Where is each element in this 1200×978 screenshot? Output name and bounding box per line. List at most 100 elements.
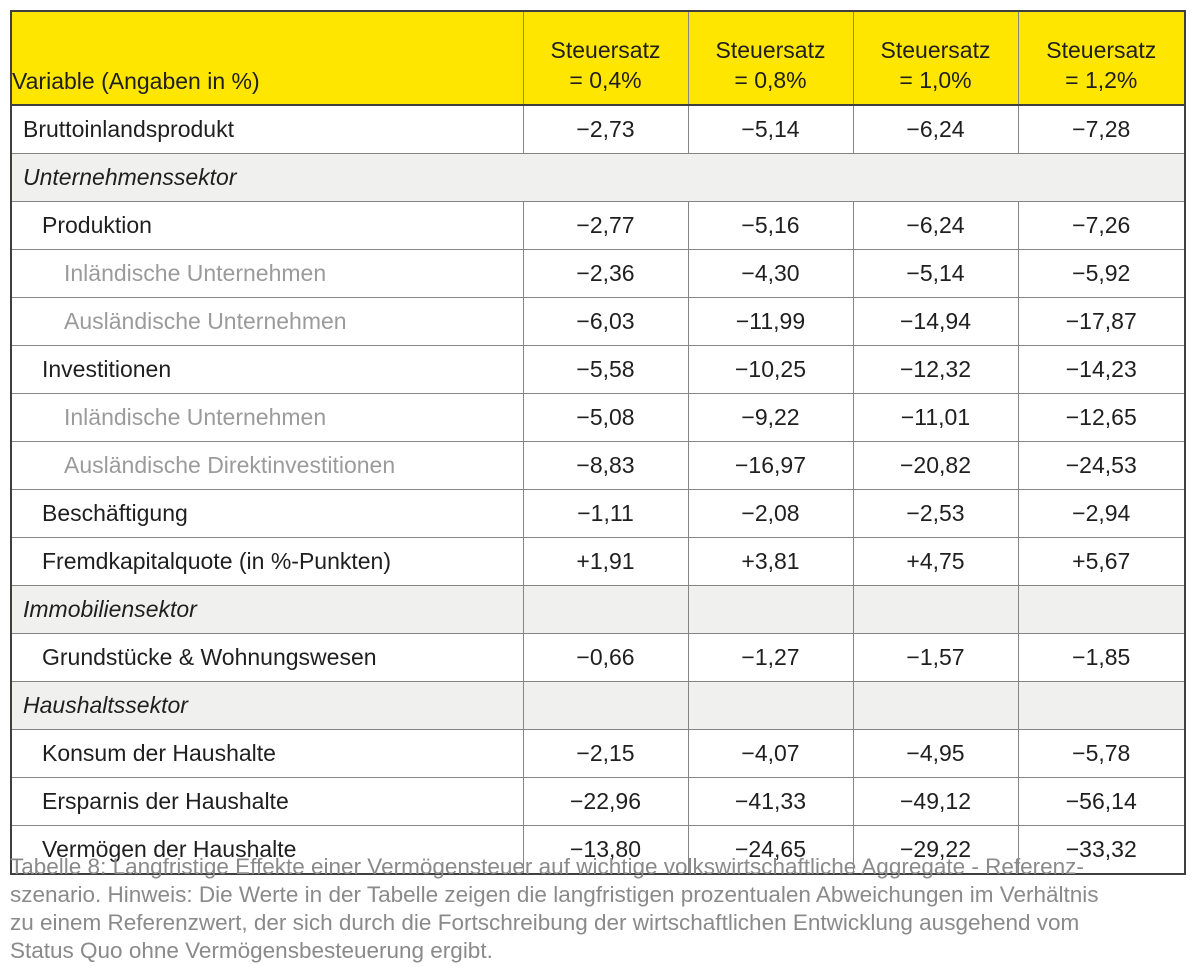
value-cell (852, 585, 1019, 634)
value-cell (852, 681, 1019, 730)
header-row: Variable (Angaben in %) Steuersatz = 0,4… (10, 10, 1186, 106)
value-cell: −5,92 (1017, 249, 1186, 298)
value-cell: −6,03 (522, 297, 689, 346)
value-cell: −16,97 (687, 441, 854, 490)
value-cell: +4,75 (852, 537, 1019, 586)
value-cell: −1,57 (852, 633, 1019, 682)
value-cell: −9,22 (687, 393, 854, 442)
table-row: Produktion −2,77 −5,16 −6,24 −7,26 (10, 201, 1186, 250)
row-label: Ersparnis der Haushalte (10, 777, 524, 826)
value-cell: −2,77 (522, 201, 689, 250)
value-cell: −1,27 (687, 633, 854, 682)
value-cell: −2,36 (522, 249, 689, 298)
results-table: Variable (Angaben in %) Steuersatz = 0,4… (10, 10, 1186, 875)
table-row: Konsum der Haushalte −2,15 −4,07 −4,95 −5,78 (10, 729, 1186, 778)
value-cell (687, 681, 854, 730)
value-cell: −13,80 (522, 825, 689, 875)
row-label: Ausländische Direktinvestitionen (10, 441, 524, 490)
table-row: Inländische Unternehmen −2,36 −4,30 −5,14 −5… (10, 249, 1186, 298)
value-cell: +1,91 (522, 537, 689, 586)
row-label: Grundstücke & Wohnungswesen (10, 633, 524, 682)
value-cell: −10,25 (687, 345, 854, 394)
row-label: Fremdkapitalquote (in %-Punkten) (10, 537, 524, 586)
value-cell: −12,65 (1017, 393, 1186, 442)
section-row: Unternehmenssektor (10, 153, 1186, 202)
value-cell: −56,14 (1017, 777, 1186, 826)
table-row: Ausländische Direktinvestitionen −8,83 −16… (10, 441, 1186, 490)
value-cell: −6,24 (852, 201, 1019, 250)
value-cell: −5,16 (687, 201, 854, 250)
value-cell: −33,32 (1017, 825, 1186, 875)
value-cell: −5,58 (522, 345, 689, 394)
section-label: Haushaltssektor (10, 681, 524, 730)
value-cell: −11,01 (852, 393, 1019, 442)
value-cell: −7,28 (1017, 104, 1186, 154)
value-cell: −0,66 (522, 633, 689, 682)
column-header-steuersatz-0-4: Steuersatz = 0,4% (522, 10, 689, 106)
value-cell (687, 585, 854, 634)
row-label: Inländische Unternehmen (10, 249, 524, 298)
value-cell: +5,67 (1017, 537, 1186, 586)
value-cell: −1,11 (522, 489, 689, 538)
row-label: Ausländische Unternehmen (10, 297, 524, 346)
value-cell (1017, 585, 1186, 634)
value-cell: −1,85 (1017, 633, 1186, 682)
row-label: Bruttoinlandsprodukt (10, 104, 524, 154)
row-label: Vermögen der Haushalte (10, 825, 524, 875)
value-cell: −11,99 (687, 297, 854, 346)
column-header-steuersatz-1-2: Steuersatz = 1,2% (1017, 10, 1186, 106)
table-row: Vermögen der Haushalte −13,80 −24,65 −29,22… (10, 825, 1186, 875)
value-cell: −49,12 (852, 777, 1019, 826)
table-row: Beschäftigung −1,11 −2,08 −2,53 −2,94 (10, 489, 1186, 538)
table-row: Bruttoinlandsprodukt −2,73 −5,14 −6,24 −7,28 (10, 104, 1186, 154)
value-cell: −5,08 (522, 393, 689, 442)
column-header-steuersatz-0-8: Steuersatz = 0,8% (687, 10, 854, 106)
row-label: Investitionen (10, 345, 524, 394)
section-label: Unternehmenssektor (10, 153, 1186, 202)
value-cell: +3,81 (687, 537, 854, 586)
value-cell: −22,96 (522, 777, 689, 826)
table-row: Grundstücke & Wohnungswesen −0,66 −1,27 −1,… (10, 633, 1186, 682)
value-cell: −7,26 (1017, 201, 1186, 250)
value-cell: −2,73 (522, 104, 689, 154)
value-cell: −14,23 (1017, 345, 1186, 394)
table-body: Bruttoinlandsprodukt −2,73 −5,14 −6,24 −7,28… (10, 104, 1186, 875)
table-row: Ausländische Unternehmen −6,03 −11,99 −14,9… (10, 297, 1186, 346)
variable-column-header: Variable (Angaben in %) (10, 10, 524, 106)
value-cell: −12,32 (852, 345, 1019, 394)
table-row: Inländische Unternehmen −5,08 −9,22 −11,01−… (10, 393, 1186, 442)
value-cell: −41,33 (687, 777, 854, 826)
value-cell: −5,14 (687, 104, 854, 154)
value-cell: −20,82 (852, 441, 1019, 490)
table-row: Investitionen −5,58 −10,25 −12,32 −14,23 (10, 345, 1186, 394)
section-label: Immobiliensektor (10, 585, 524, 634)
value-cell: −8,83 (522, 441, 689, 490)
value-cell: −5,14 (852, 249, 1019, 298)
value-cell: −29,22 (852, 825, 1019, 875)
value-cell: −14,94 (852, 297, 1019, 346)
table-row: Ersparnis der Haushalte −22,96 −41,33 −49,1… (10, 777, 1186, 826)
value-cell: −6,24 (852, 104, 1019, 154)
value-cell: −24,65 (687, 825, 854, 875)
row-label: Konsum der Haushalte (10, 729, 524, 778)
value-cell: −2,15 (522, 729, 689, 778)
value-cell: −2,53 (852, 489, 1019, 538)
row-label: Beschäftigung (10, 489, 524, 538)
value-cell: −4,30 (687, 249, 854, 298)
section-row: Immobiliensektor (10, 585, 1186, 634)
value-cell (1017, 681, 1186, 730)
row-label: Inländische Unternehmen (10, 393, 524, 442)
row-label: Produktion (10, 201, 524, 250)
value-cell: −2,94 (1017, 489, 1186, 538)
column-header-steuersatz-1-0: Steuersatz = 1,0% (852, 10, 1019, 106)
value-cell (522, 585, 689, 634)
section-row: Haushaltssektor (10, 681, 1186, 730)
value-cell: −4,07 (687, 729, 854, 778)
value-cell: −2,08 (687, 489, 854, 538)
value-cell: −24,53 (1017, 441, 1186, 490)
value-cell: −4,95 (852, 729, 1019, 778)
value-cell (522, 681, 689, 730)
table-row: Fremdkapitalquote (in %-Punkten) +1,91 +3,… (10, 537, 1186, 586)
value-cell: −17,87 (1017, 297, 1186, 346)
